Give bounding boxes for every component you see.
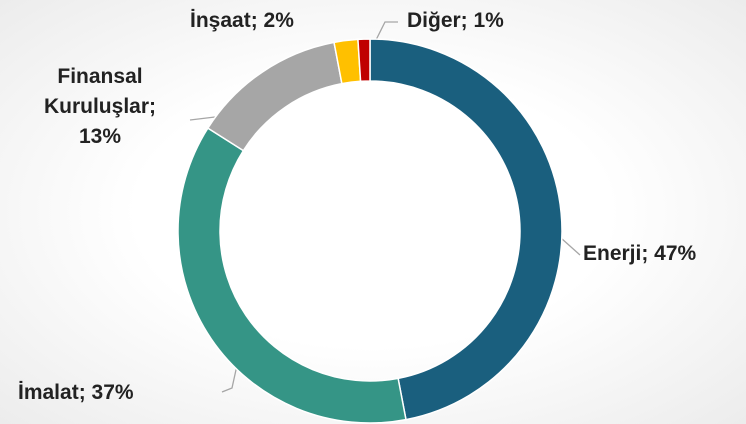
- data-label: İmalat; 37%: [18, 381, 134, 404]
- data-label: Finansal Kuruluşlar; 13%: [43, 65, 156, 148]
- pie-slice: [206, 41, 343, 152]
- data-label: Enerji; 47%: [583, 242, 697, 265]
- pie-slice: [357, 38, 371, 83]
- data-label: Diğer; 1%: [407, 9, 504, 32]
- data-label: İnşaat; 2%: [190, 9, 294, 32]
- leader-line: [189, 116, 216, 121]
- pie-slice: [369, 38, 563, 421]
